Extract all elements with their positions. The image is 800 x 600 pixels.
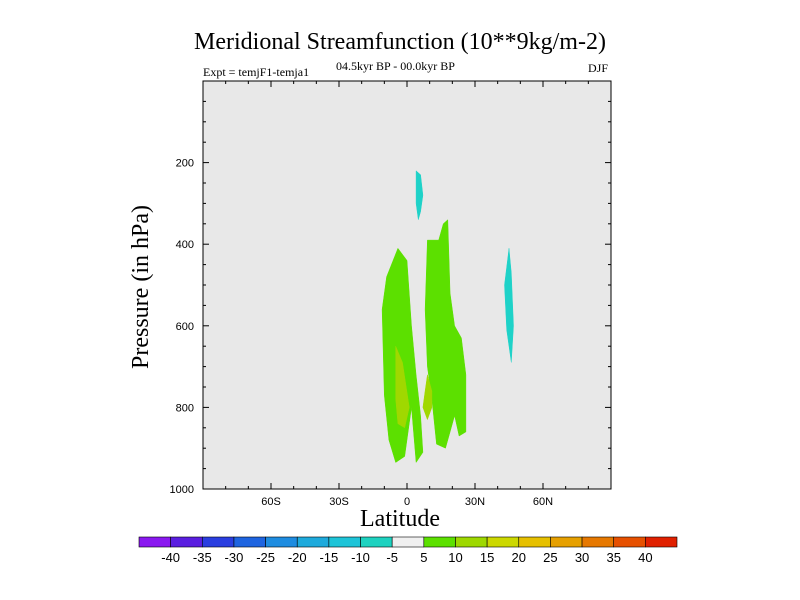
colorbar-swatch: [518, 536, 551, 548]
colorbar-swatch: [550, 536, 583, 548]
colorbar-label: 15: [480, 550, 494, 565]
x-tick-label: 30N: [465, 496, 485, 508]
colorbar-label: -5: [386, 550, 398, 565]
colorbar-label: 20: [512, 550, 526, 565]
colorbar-label: -30: [225, 550, 244, 565]
y-tick-label: 600: [176, 321, 194, 333]
colorbar-label: -25: [256, 550, 275, 565]
colorbar-swatch: [201, 536, 235, 548]
y-tick-label: 800: [176, 402, 194, 414]
colorbar-swatch: [613, 536, 646, 548]
colorbar-swatch: [423, 536, 456, 548]
x-tick-label: 30S: [329, 496, 349, 508]
contour-region-negative-upper: [415, 170, 424, 220]
colorbar-label: -10: [351, 550, 370, 565]
contour-region-negative-right: [504, 248, 514, 363]
colorbar-swatch: [233, 536, 266, 548]
colorbar: -40 -35 -30 -25 -20 -15 -10 -5 5 10 15 20 25 30 35 40: [138, 536, 678, 565]
colorbar-swatch: [138, 536, 171, 548]
colorbar-label: 25: [543, 550, 557, 565]
x-axis-label: Latitude: [360, 506, 440, 532]
contour-region-positive-10-15-a: [395, 346, 410, 429]
colorbar-swatch: [645, 536, 678, 548]
colorbar-swatch: [455, 536, 488, 548]
colorbar-label: 35: [606, 550, 620, 565]
y-tick-label: 200: [176, 158, 194, 170]
colorbar-swatch: [296, 536, 330, 548]
colorbar-label: 10: [448, 550, 462, 565]
colorbar-swatch: [391, 536, 425, 548]
y-axis-label: Pressure (in hPa): [128, 205, 154, 369]
colorbar-swatch: [360, 536, 393, 548]
x-tick-label: 60S: [261, 496, 281, 508]
colorbar-label: -20: [288, 550, 307, 565]
y-tick-label: 400: [176, 239, 194, 251]
chart-subtitle: 04.5kyr BP - 00.0kyr BP: [336, 59, 455, 73]
colorbar-label: -40: [161, 550, 180, 565]
x-tick-label: 0: [404, 496, 410, 508]
y-tick-label: 1000: [170, 484, 194, 496]
x-tick-label: 60N: [533, 496, 553, 508]
colorbar-swatch: [328, 536, 361, 548]
colorbar-swatch: [265, 536, 298, 548]
colorbar-label: -35: [193, 550, 212, 565]
chart-title: Meridional Streamfunction (10**9kg/m-2): [194, 29, 606, 55]
colorbar-swatch: [581, 536, 615, 548]
season-label: DJF: [588, 61, 609, 75]
contour-region-positive-5-10-main: [381, 247, 424, 464]
colorbar-label: 40: [638, 550, 652, 565]
colorbar-label: 5: [420, 550, 427, 565]
colorbar-swatch: [486, 536, 520, 548]
contour-region-positive-10-15-b: [422, 374, 433, 421]
colorbar-swatch: [170, 536, 203, 548]
experiment-label: Expt = temjF1-temja1: [203, 65, 310, 79]
colorbar-label: -15: [319, 550, 338, 565]
colorbar-label: 30: [575, 550, 589, 565]
